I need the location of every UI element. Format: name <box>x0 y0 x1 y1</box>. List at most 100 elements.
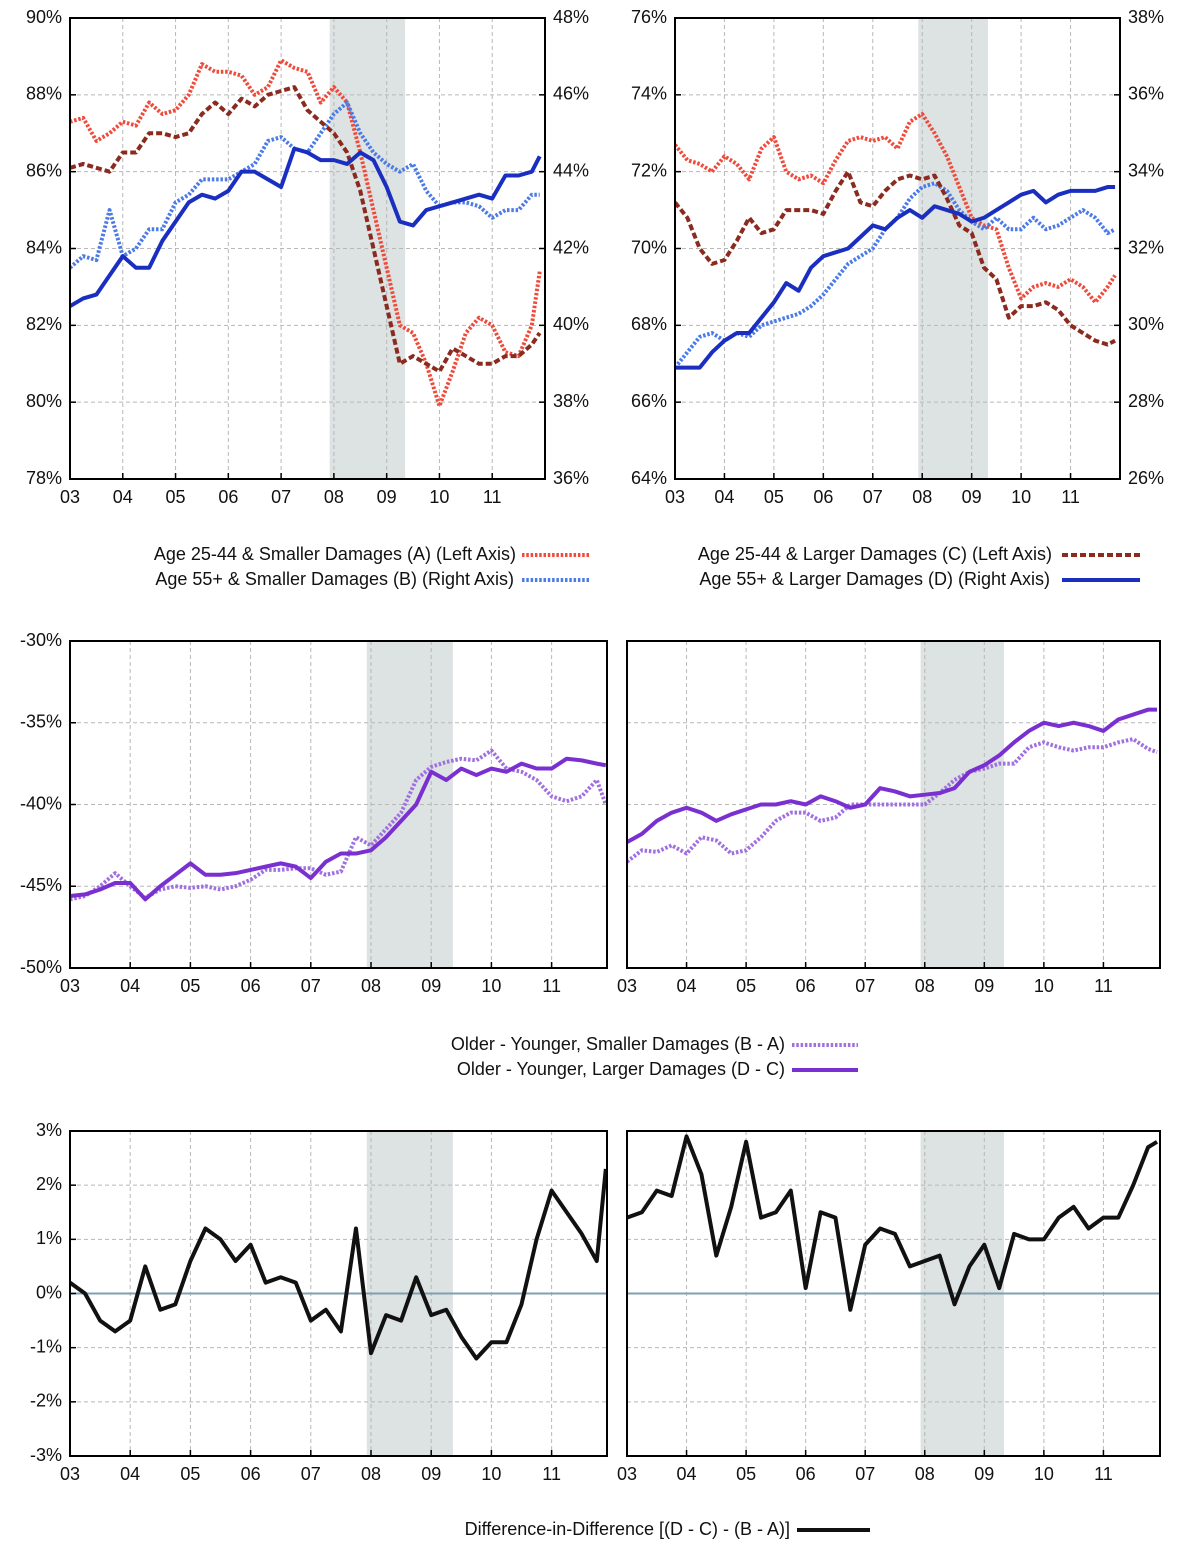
x-tick-label: 03 <box>60 1464 80 1484</box>
y-tick-label: 88% <box>26 84 62 104</box>
y2-tick-label: 42% <box>553 237 589 257</box>
y-tick-label: 74% <box>631 84 667 104</box>
legend-label: Age 55+ & Smaller Damages (B) (Right Axi… <box>155 569 514 589</box>
y2-tick-label: 48% <box>553 7 589 27</box>
series-line <box>70 1168 607 1361</box>
series-line <box>70 100 540 270</box>
x-tick-label: 09 <box>962 487 982 507</box>
y2-tick-label: 34% <box>1128 160 1164 180</box>
y-tick-label: 82% <box>26 314 62 334</box>
x-tick-label: 08 <box>915 976 935 996</box>
x-tick-label: 09 <box>974 1464 994 1484</box>
y-tick-label: 78% <box>26 468 62 488</box>
y-tick-label: 2% <box>36 1174 62 1194</box>
x-tick-label: 10 <box>1034 976 1054 996</box>
y-tick-label: -50% <box>20 957 62 977</box>
y-tick-label: -1% <box>30 1336 62 1356</box>
x-tick-label: 05 <box>180 976 200 996</box>
x-tick-label: 05 <box>736 1464 756 1484</box>
y-tick-label: -45% <box>20 875 62 895</box>
legend-label: Age 25-44 & Larger Damages (C) (Left Axi… <box>698 544 1052 564</box>
x-tick-label: 06 <box>796 976 816 996</box>
x-tick-label: 10 <box>1034 1464 1054 1484</box>
x-tick-label: 04 <box>113 487 133 507</box>
x-tick-label: 06 <box>218 487 238 507</box>
y-tick-label: 68% <box>631 314 667 334</box>
x-tick-label: 05 <box>180 1464 200 1484</box>
y2-tick-label: 36% <box>1128 84 1164 104</box>
y2-tick-label: 30% <box>1128 314 1164 334</box>
x-tick-label: 10 <box>481 1464 501 1484</box>
x-tick-label: 03 <box>617 1464 637 1484</box>
y-tick-label: -35% <box>20 712 62 732</box>
series-line <box>70 748 607 902</box>
x-tick-label: 07 <box>301 976 321 996</box>
recession-band <box>920 641 1004 968</box>
series-line <box>70 756 607 902</box>
x-tick-label: 07 <box>301 1464 321 1484</box>
x-tick-label: 07 <box>271 487 291 507</box>
legend-label: Difference-in-Difference [(D - C) - (B -… <box>465 1519 790 1539</box>
x-tick-label: 08 <box>912 487 932 507</box>
x-tick-label: 08 <box>324 487 344 507</box>
y-tick-label: 90% <box>26 7 62 27</box>
x-tick-label: 10 <box>429 487 449 507</box>
x-tick-label: 09 <box>421 976 441 996</box>
x-tick-label: 05 <box>764 487 784 507</box>
series-line <box>675 169 1116 347</box>
y2-tick-label: 38% <box>1128 7 1164 27</box>
legend-label: Age 25-44 & Smaller Damages (A) (Left Ax… <box>154 544 516 564</box>
y2-tick-label: 40% <box>553 314 589 334</box>
y2-tick-label: 44% <box>553 160 589 180</box>
y-tick-label: 64% <box>631 468 667 488</box>
y-tick-label: 76% <box>631 7 667 27</box>
y-tick-label: -3% <box>30 1445 62 1465</box>
x-tick-label: 10 <box>1011 487 1031 507</box>
x-tick-label: 03 <box>617 976 637 996</box>
y2-tick-label: 32% <box>1128 237 1164 257</box>
y-tick-label: 3% <box>36 1120 62 1140</box>
y-tick-label: 72% <box>631 160 667 180</box>
x-tick-label: 04 <box>120 976 140 996</box>
x-tick-label: 03 <box>60 976 80 996</box>
x-tick-label: 04 <box>677 976 697 996</box>
x-tick-label: 07 <box>855 1464 875 1484</box>
x-tick-label: 10 <box>481 976 501 996</box>
y-tick-label: -2% <box>30 1391 62 1411</box>
x-tick-label: 11 <box>542 1464 561 1484</box>
plot-frame <box>626 640 1161 969</box>
x-tick-label: 11 <box>542 976 561 996</box>
y-tick-label: 86% <box>26 160 62 180</box>
x-tick-label: 04 <box>677 1464 697 1484</box>
y2-tick-label: 28% <box>1128 391 1164 411</box>
y2-tick-label: 46% <box>553 84 589 104</box>
x-tick-label: 07 <box>855 976 875 996</box>
series-line <box>627 737 1158 864</box>
x-tick-label: 05 <box>736 976 756 996</box>
legend-label: Older - Younger, Larger Damages (D - C) <box>457 1059 785 1079</box>
x-tick-label: 03 <box>60 487 80 507</box>
series-line <box>627 1134 1159 1312</box>
x-tick-label: 09 <box>974 976 994 996</box>
y-tick-label: 0% <box>36 1282 62 1302</box>
x-tick-label: 11 <box>1094 1464 1113 1484</box>
x-tick-label: 06 <box>241 1464 261 1484</box>
x-tick-label: 11 <box>483 487 502 507</box>
plot-frame <box>626 1130 1161 1457</box>
legend-label: Age 55+ & Larger Damages (D) (Right Axis… <box>699 569 1050 589</box>
x-tick-label: 09 <box>377 487 397 507</box>
y-tick-label: 1% <box>36 1228 62 1248</box>
y-tick-label: -30% <box>20 630 62 650</box>
series-line <box>675 112 1117 305</box>
x-tick-label: 03 <box>665 487 685 507</box>
series-line <box>70 146 542 308</box>
x-tick-label: 04 <box>714 487 734 507</box>
x-tick-label: 09 <box>421 1464 441 1484</box>
x-tick-label: 06 <box>241 976 261 996</box>
y2-tick-label: 36% <box>553 468 589 488</box>
legend-label: Older - Younger, Smaller Damages (B - A) <box>451 1034 785 1054</box>
y-tick-label: 80% <box>26 391 62 411</box>
y-tick-label: 84% <box>26 237 62 257</box>
x-tick-label: 08 <box>915 1464 935 1484</box>
